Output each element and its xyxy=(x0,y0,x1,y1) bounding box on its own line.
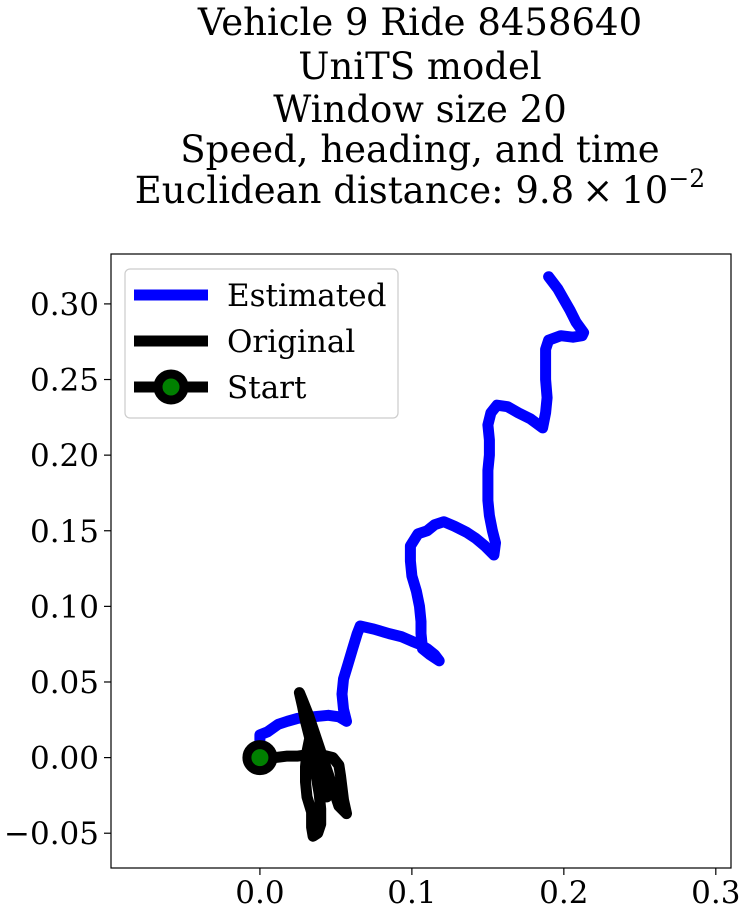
y-axis: −0.05 0.00 0.05 0.10 0.15 0.20 0.25 0.30 xyxy=(4,287,111,852)
series-line-estimated xyxy=(254,271,590,764)
y-tick-label-4: 0.15 xyxy=(30,514,99,550)
legend-swatch-start-marker xyxy=(153,369,189,405)
x-tick-label-0: 0.0 xyxy=(235,875,284,911)
x-tick-label-3: 0.3 xyxy=(691,875,740,911)
title-metric-base: 10 xyxy=(621,169,668,212)
title-line-5-metric: Euclidean distance: 9.8 × 10−2 xyxy=(135,164,705,212)
legend-label-original: Original xyxy=(227,324,355,360)
series-line-original xyxy=(254,687,352,842)
y-tick-label-5: 0.20 xyxy=(30,438,99,474)
plot-frame xyxy=(110,253,732,869)
legend-label-start: Start xyxy=(227,370,307,406)
chart-title: Vehicle 9 Ride 8458640 UniTS model Windo… xyxy=(135,1,705,212)
y-tick-label-3: 0.10 xyxy=(30,589,99,625)
y-tick-label-2: 0.05 xyxy=(30,665,99,701)
title-line-3: Window size 20 xyxy=(273,88,567,131)
legend-box xyxy=(124,268,399,419)
series-layer xyxy=(242,271,590,842)
y-tick-label-1: 0.00 xyxy=(30,741,99,777)
title-line-2: UniTS model xyxy=(298,45,541,88)
y-tick-label-0: −0.05 xyxy=(4,816,99,852)
y-tick-label-6: 0.25 xyxy=(30,363,99,399)
title-metric-prefix: Euclidean distance: 9.8 xyxy=(135,169,574,212)
title-metric-exponent: −2 xyxy=(668,164,705,193)
title-line-4: Speed, heading, and time xyxy=(180,128,659,171)
x-axis: 0.0 0.1 0.2 0.3 xyxy=(235,868,740,911)
x-tick-label-2: 0.2 xyxy=(539,875,588,911)
x-tick-label-1: 0.1 xyxy=(387,875,436,911)
legend-label-estimated: Estimated xyxy=(227,278,386,314)
title-line-1: Vehicle 9 Ride 8458640 xyxy=(197,1,642,44)
y-tick-label-7: 0.30 xyxy=(30,287,99,323)
legend: Estimated Original Start xyxy=(124,268,399,419)
series-marker-start-0 xyxy=(242,740,278,776)
title-metric-times: × xyxy=(582,169,613,212)
